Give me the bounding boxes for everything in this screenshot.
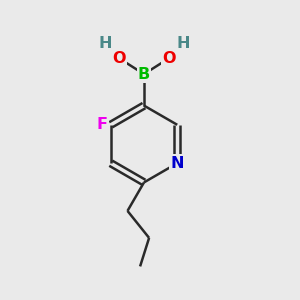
Text: N: N [170, 156, 184, 171]
Text: O: O [162, 51, 175, 66]
Text: H: H [98, 36, 112, 51]
Text: F: F [97, 117, 108, 132]
Text: H: H [176, 36, 190, 51]
Text: O: O [113, 51, 126, 66]
Text: B: B [138, 67, 150, 82]
